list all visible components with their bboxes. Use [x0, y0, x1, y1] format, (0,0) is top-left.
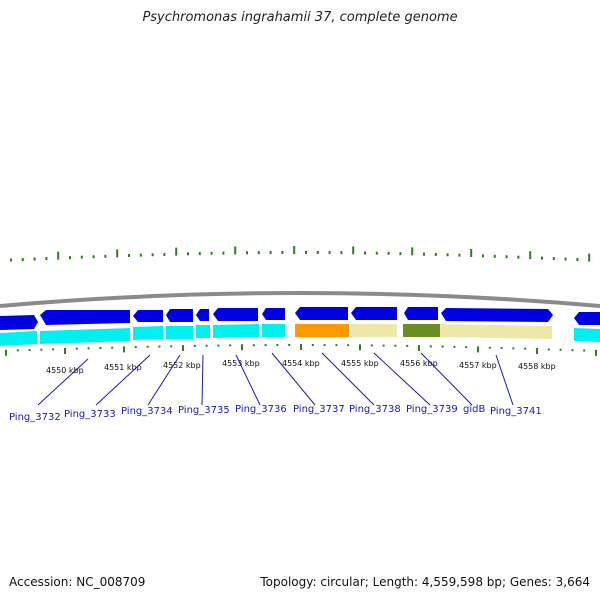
cds-band	[213, 324, 259, 338]
cds-band	[133, 326, 163, 340]
cds-band	[403, 324, 440, 337]
leader-line	[95, 354, 151, 406]
forward-cds-track	[0, 307, 600, 330]
scale-tick-label: 4550 kbp	[46, 366, 84, 375]
gene-leader-lines	[37, 352, 514, 406]
cds-category-track	[0, 324, 600, 346]
gc-content-ticks	[5, 344, 597, 356]
cds-arrow[interactable]	[166, 309, 193, 322]
cds-arrow[interactable]	[262, 308, 285, 320]
scale-tick-label: 4558 kbp	[518, 362, 556, 371]
scale-tick-label: 4554 kbp	[282, 359, 320, 368]
gene-label-ping-3733[interactable]: Ping_3733	[64, 409, 116, 420]
cds-arrow[interactable]	[351, 307, 397, 320]
cds-arrow[interactable]	[574, 312, 600, 325]
leader-line	[373, 352, 431, 406]
cds-arrow[interactable]	[0, 315, 38, 330]
leader-line	[235, 354, 261, 406]
cds-band	[0, 331, 37, 346]
cds-arrow[interactable]	[441, 308, 553, 322]
cds-band	[196, 325, 210, 338]
scale-tick-label: 4553 kbp	[222, 359, 260, 368]
scale-ticks: 4550 kbp 4551 kbp 4552 kbp 4553 kbp 4554…	[46, 359, 556, 375]
cds-band	[40, 328, 130, 344]
cds-band	[351, 324, 397, 337]
scale-tick-label: 4551 kbp	[104, 363, 142, 372]
scale-tick-label: 4556 kbp	[400, 359, 438, 368]
genome-summary: Topology: circular; Length: 4,559,598 bp…	[260, 575, 590, 589]
scale-tick-label: 4552 kbp	[163, 361, 201, 370]
genome-backbone	[0, 291, 600, 308]
gene-label-ping-3738[interactable]: Ping_3738	[349, 404, 401, 415]
cds-arrow[interactable]	[295, 307, 348, 320]
cds-band	[262, 324, 285, 337]
leader-line	[271, 352, 316, 406]
cds-arrow[interactable]	[213, 308, 258, 321]
gc-skew-ticks	[10, 246, 591, 262]
accession-label: Accession: NC_008709	[9, 575, 146, 589]
gene-label-ping-3736[interactable]: Ping_3736	[235, 404, 287, 415]
map-title: Psychromonas ingrahamii 37, complete gen…	[142, 10, 458, 25]
cds-band	[166, 326, 193, 339]
leader-line	[420, 352, 473, 406]
gene-label-ping-3737[interactable]: Ping_3737	[293, 404, 345, 415]
cds-arrow[interactable]	[196, 309, 209, 321]
leader-line	[495, 354, 514, 406]
scale-tick-label: 4555 kbp	[341, 359, 379, 368]
leader-line	[37, 358, 89, 406]
leader-line	[321, 352, 375, 406]
gene-label-ping-3741[interactable]: Ping_3741	[490, 406, 542, 417]
gene-label-ping-3732[interactable]: Ping_3732	[9, 412, 61, 423]
scale-tick-label: 4557 kbp	[459, 361, 497, 370]
gene-label-ping-3739[interactable]: Ping_3739	[406, 404, 458, 415]
gene-label-ping-3735[interactable]: Ping_3735	[178, 405, 230, 416]
cds-band	[440, 324, 552, 339]
cds-band	[295, 324, 349, 337]
cds-arrow[interactable]	[404, 307, 438, 320]
gene-label-gidb[interactable]: gidB	[463, 404, 485, 415]
cds-arrow[interactable]	[133, 310, 163, 322]
gene-labels: Ping_3732 Ping_3733 Ping_3734 Ping_3735 …	[9, 404, 542, 423]
leader-line	[147, 354, 181, 406]
gene-label-ping-3734[interactable]: Ping_3734	[121, 406, 173, 417]
cds-band	[574, 328, 600, 342]
cds-arrow[interactable]	[40, 310, 130, 325]
leader-line	[201, 354, 204, 406]
